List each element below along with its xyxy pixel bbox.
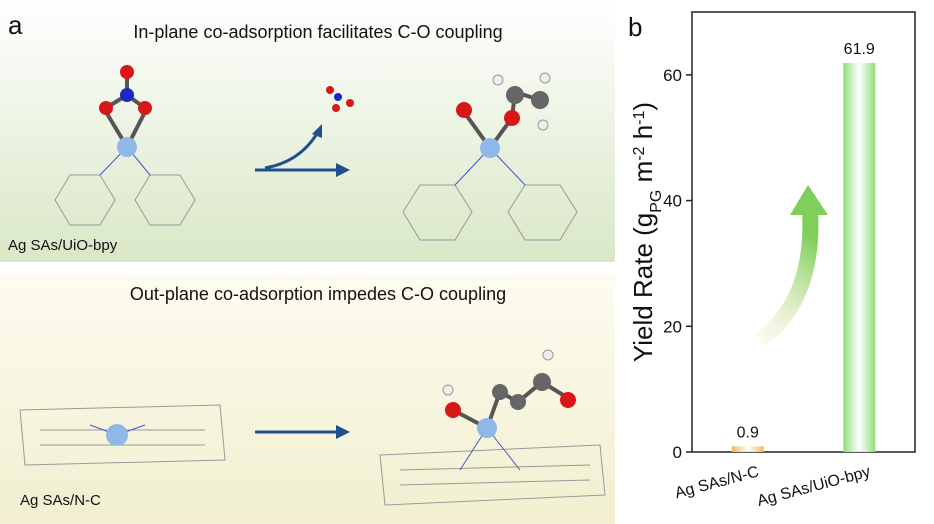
atom (346, 99, 354, 107)
panel-label: b (628, 12, 642, 42)
atom (480, 138, 500, 158)
atom (492, 74, 504, 86)
atom (533, 373, 551, 391)
atom (542, 349, 554, 361)
panel-background (0, 0, 615, 262)
atom (332, 104, 340, 112)
y-tick-label: 20 (663, 317, 682, 336)
y-tick-label: 0 (673, 443, 682, 462)
section-title: Out-plane co-adsorption impedes C-O coup… (130, 284, 506, 304)
caption: Ag SAs/UiO-bpy (8, 237, 118, 254)
section-title: In-plane co-adsorption facilitates C-O c… (133, 22, 502, 42)
bar (731, 446, 764, 452)
atom (504, 110, 520, 126)
atom (510, 394, 526, 410)
atom (537, 119, 549, 131)
atom (106, 424, 128, 446)
atom (334, 93, 342, 101)
y-axis-label-part: -1 (631, 110, 648, 124)
y-axis-label-part: ) (628, 102, 658, 111)
y-tick-label: 40 (663, 192, 682, 211)
panel-label: a (8, 10, 23, 40)
atom (117, 137, 137, 157)
atom (531, 91, 549, 109)
atom (506, 86, 524, 104)
atom (560, 392, 576, 408)
x-tick-label: Ag SAs/UiO-bpy (755, 463, 872, 510)
data-label: 61.9 (844, 41, 875, 58)
atom (477, 418, 497, 438)
panel-a: a In-plane co-adsorption facilitates C-O… (0, 0, 615, 524)
y-tick-label: 60 (663, 66, 682, 85)
y-axis-label-part: PG (648, 190, 665, 213)
bar (843, 62, 876, 453)
x-tick-label: Ag SAs/N-C (673, 463, 761, 502)
y-axis-label-part: m (628, 161, 658, 190)
arrow (255, 131, 340, 434)
trend-arrow (790, 185, 828, 215)
atom (326, 86, 334, 94)
data-label: 0.9 (737, 424, 759, 441)
atom (492, 384, 508, 400)
y-axis-label-part: h (628, 125, 658, 147)
atom (456, 102, 472, 118)
panel-b: b Yield Rate (gPG m-2 h-1) (628, 11, 916, 453)
atom (120, 88, 134, 102)
atom (445, 402, 461, 418)
atom (539, 72, 551, 84)
trend-arrow (755, 209, 819, 347)
plot-frame (691, 11, 916, 453)
atom (442, 384, 454, 396)
caption: Ag SAs/N-C (20, 492, 101, 509)
atom (99, 101, 113, 115)
atom (120, 65, 134, 79)
arrowhead (312, 124, 350, 439)
y-axis-label-part: -2 (631, 146, 648, 160)
y-axis-label: Yield Rate (gPG m-2 h-1) (628, 102, 665, 362)
atom (138, 101, 152, 115)
y-axis-label-part: Yield Rate (g (628, 213, 658, 362)
